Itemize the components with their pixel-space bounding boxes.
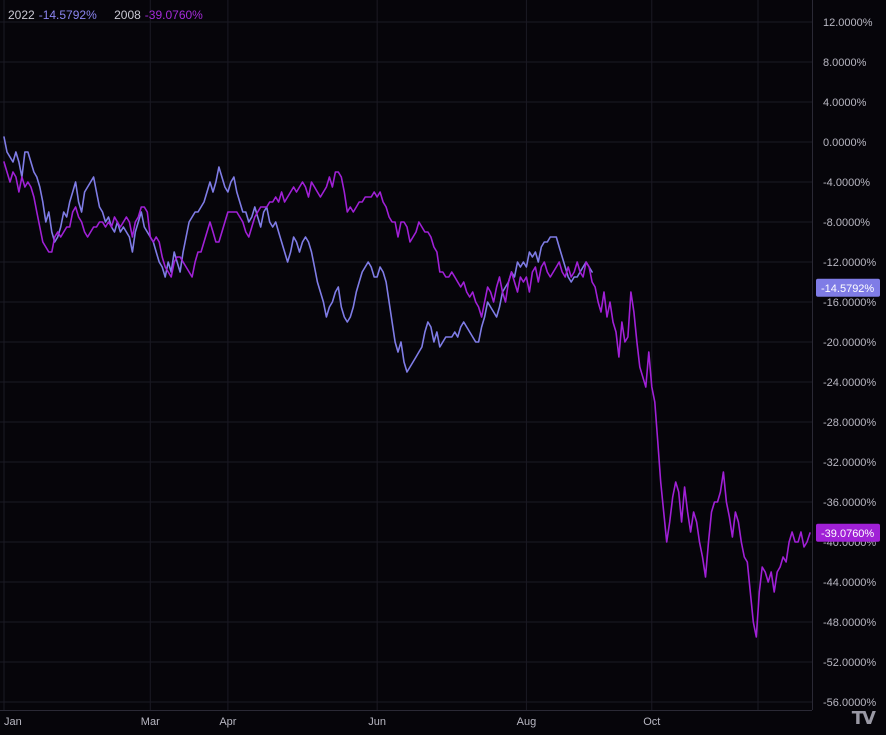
grid-lines (0, 0, 812, 710)
y-tick-label: -32.0000% (823, 457, 876, 469)
y-tick-label: -4.0000% (823, 177, 870, 189)
legend-2022-name[interactable]: 2022 (8, 8, 35, 22)
y-tick-label: -16.0000% (823, 297, 876, 309)
y-tick-label: -44.0000% (823, 577, 876, 589)
last-value-badges: -14.5792% -39.0760% (816, 278, 880, 542)
y-tick-label: 4.0000% (823, 97, 867, 109)
y-tick-label: 0.0000% (823, 137, 867, 149)
badge-2008-value: -39.0760% (821, 528, 874, 540)
series-line-2022[interactable] (3, 136, 593, 373)
y-tick-label: -52.0000% (823, 657, 876, 669)
y-tick-label: -56.0000% (823, 697, 876, 709)
y-tick-label: 8.0000% (823, 57, 867, 69)
x-tick-label: Aug (517, 716, 537, 728)
y-axis[interactable]: 12.0000% 8.0000% 4.0000% 0.0000% -4.0000% -8.… (812, 0, 877, 710)
legend[interactable]: 2022 -14.5792% 2008 -39.0760% (8, 8, 203, 22)
y-tick-label: -24.0000% (823, 377, 876, 389)
x-tick-label: Jan (4, 716, 22, 728)
x-tick-label: Mar (141, 716, 160, 728)
y-tick-label: -20.0000% (823, 337, 876, 349)
x-tick-label: Apr (219, 716, 236, 728)
badge-2008-bg (816, 523, 880, 542)
y-tick-label: 12.0000% (823, 17, 873, 29)
legend-2008-value: -39.0760% (144, 8, 203, 22)
x-tick-label: Oct (643, 716, 660, 728)
y-tick-label: -36.0000% (823, 497, 876, 509)
x-tick-label: Jun (368, 716, 386, 728)
y-tick-label: -28.0000% (823, 417, 876, 429)
tradingview-logo-icon[interactable]: TV (851, 708, 876, 729)
legend-2008-name[interactable]: 2008 (114, 8, 141, 22)
legend-2022-value: -14.5792% (38, 8, 97, 22)
y-tick-label: -12.0000% (823, 257, 876, 269)
y-tick-label: -8.0000% (823, 217, 870, 229)
badge-2022-bg (816, 278, 880, 297)
badge-2022-value: -14.5792% (821, 283, 874, 295)
y-tick-label: -48.0000% (823, 617, 876, 629)
series-lines (3, 136, 811, 638)
x-axis[interactable]: Jan Mar Apr Jun Aug Oct (0, 710, 812, 729)
series-line-2008[interactable] (3, 161, 811, 638)
